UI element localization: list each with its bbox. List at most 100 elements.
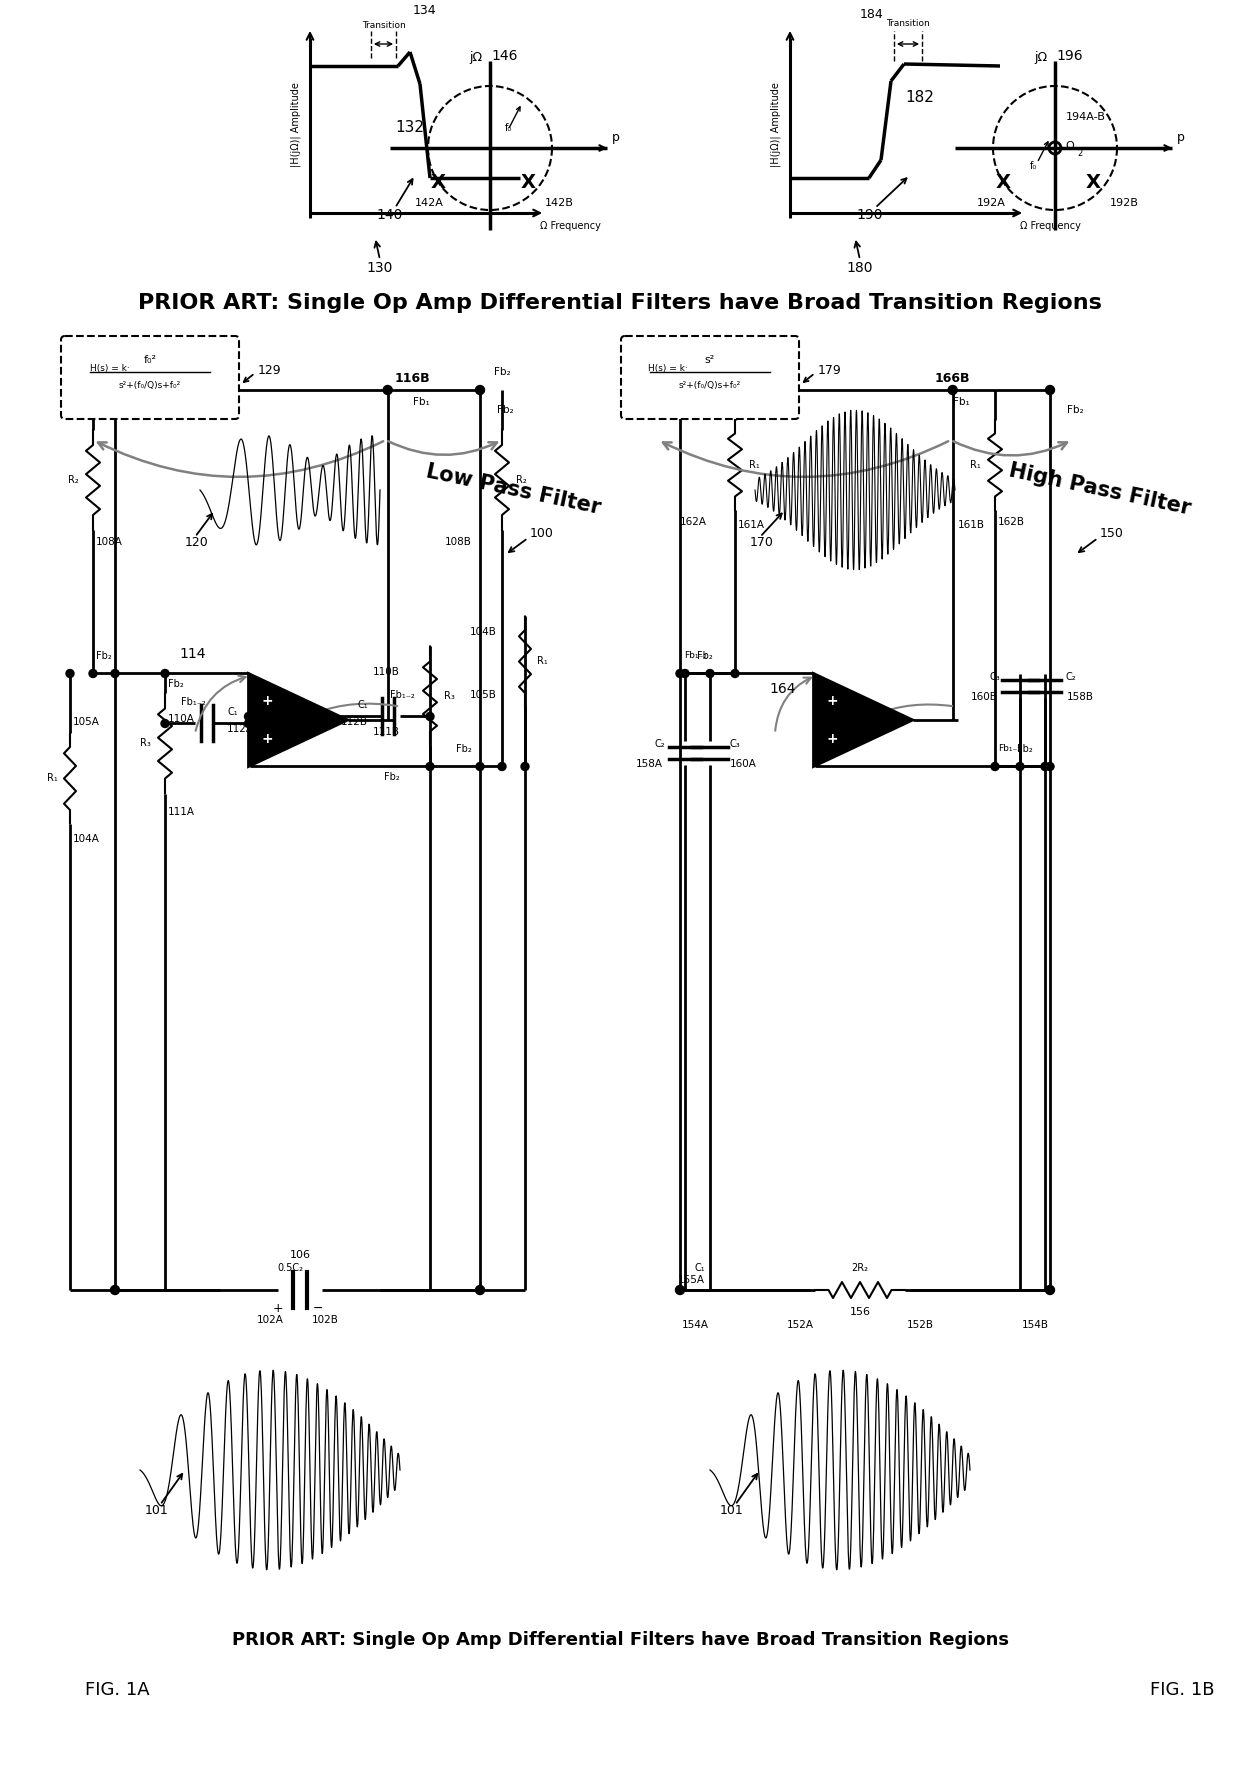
Text: C₁: C₁ [357,700,368,710]
Text: 108B: 108B [445,537,472,548]
Circle shape [498,763,506,770]
Circle shape [1047,763,1054,770]
Text: s²+(f₀/Q)s+f₀²: s²+(f₀/Q)s+f₀² [678,380,742,389]
Text: 161A: 161A [738,519,765,530]
Text: Ω Frequency: Ω Frequency [539,221,601,231]
Text: 100: 100 [529,527,554,539]
Text: X: X [996,173,1011,193]
Text: Fb₁: Fb₁ [760,398,776,406]
Text: 142A: 142A [415,198,444,209]
Circle shape [1042,763,1049,770]
Text: 101: 101 [720,1504,744,1516]
Text: Fb₁: Fb₁ [954,398,970,406]
Text: +: + [273,1302,283,1315]
Circle shape [521,763,529,770]
Circle shape [112,670,119,677]
Text: 166A: 166A [760,371,796,385]
Text: Low Pass Filter: Low Pass Filter [424,461,603,518]
Circle shape [110,385,119,394]
Text: Fb₁₋₂: Fb₁₋₂ [181,696,206,707]
Text: 164: 164 [769,682,796,696]
Circle shape [161,670,169,677]
Text: Fb₁₋₂: Fb₁₋₂ [389,689,414,700]
Text: Fb₁₋₂: Fb₁₋₂ [998,744,1021,753]
Text: Fb₂: Fb₂ [95,650,112,661]
Text: R₁: R₁ [537,656,548,666]
Text: R₂: R₂ [68,475,79,484]
Text: 160B: 160B [971,691,998,701]
Text: 102B: 102B [311,1315,339,1325]
Text: 130: 130 [367,262,393,276]
Text: O: O [1065,141,1074,150]
Text: 140: 140 [377,209,403,223]
Text: 160A: 160A [730,758,756,769]
Text: 108A: 108A [95,537,123,548]
Text: 112B: 112B [341,716,368,726]
Text: 179: 179 [818,364,842,376]
Text: C₂: C₂ [655,739,665,749]
Circle shape [476,763,484,770]
Text: 105A: 105A [73,716,100,726]
Text: 116B: 116B [394,371,430,385]
FancyBboxPatch shape [61,336,239,419]
Circle shape [676,1286,684,1295]
Text: 192B: 192B [1110,198,1138,209]
Text: f₀: f₀ [505,124,512,133]
Text: PRIOR ART: Single Op Amp Differential Filters have Broad Transition Regions: PRIOR ART: Single Op Amp Differential Fi… [138,293,1102,313]
Text: 120: 120 [185,535,208,548]
Text: +: + [826,694,838,709]
Text: 105B: 105B [470,689,497,700]
Text: jΩ: jΩ [1034,51,1047,65]
Text: C₂: C₂ [1065,671,1075,682]
Text: R₁: R₁ [47,772,58,783]
Text: Fb₂: Fb₂ [167,679,184,689]
Text: 190: 190 [857,209,883,223]
Text: 154B: 154B [1022,1320,1049,1331]
Circle shape [383,385,392,394]
Text: Transition: Transition [887,19,930,28]
Text: X: X [1085,173,1101,193]
Text: −: − [312,1302,324,1315]
Text: C₁: C₁ [694,1263,706,1272]
Text: 146: 146 [492,49,518,64]
Text: 104A: 104A [73,834,100,843]
Text: Transition: Transition [362,21,405,30]
Text: 194A-B: 194A-B [1066,111,1106,122]
Text: Fb₂: Fb₂ [494,368,511,376]
Text: H(s) = k·: H(s) = k· [649,364,688,373]
Text: X: X [430,173,445,193]
Text: Fb₂: Fb₂ [82,405,98,415]
Text: 152A: 152A [786,1320,813,1331]
Text: 129: 129 [258,364,281,376]
Circle shape [991,763,999,770]
Text: 158B: 158B [1066,691,1094,701]
Text: Fb₂: Fb₂ [647,405,663,415]
Text: 132: 132 [396,120,424,136]
Text: Ω Frequency: Ω Frequency [1021,221,1081,231]
Text: 110B: 110B [373,666,401,677]
Text: R₁: R₁ [970,459,981,470]
Text: 182: 182 [905,90,935,106]
Text: R₂: R₂ [516,475,527,484]
Text: Fb₂: Fb₂ [1066,405,1084,415]
Circle shape [475,385,485,394]
Text: 111B: 111B [373,726,401,737]
Text: jΩ: jΩ [469,51,482,65]
Text: p: p [1177,131,1185,145]
Circle shape [681,670,689,677]
Text: f₀²: f₀² [144,355,156,366]
Circle shape [1045,385,1054,394]
Text: 110A: 110A [167,714,195,723]
Text: Fb₁: Fb₁ [165,398,182,406]
Text: 2R₂: 2R₂ [852,1263,868,1272]
Text: 2: 2 [1078,150,1083,159]
Text: +: + [826,732,838,746]
Text: f₀: f₀ [1029,161,1037,171]
Text: |H(jΩ)| Amplitude: |H(jΩ)| Amplitude [771,83,781,168]
Text: 162A: 162A [680,518,707,527]
Text: 180: 180 [847,262,873,276]
Text: 112A: 112A [227,723,254,733]
Text: PRIOR ART: Single Op Amp Differential Filters have Broad Transition Regions: PRIOR ART: Single Op Amp Differential Fi… [232,1631,1008,1649]
Text: 154A: 154A [682,1320,708,1331]
Circle shape [706,670,714,677]
